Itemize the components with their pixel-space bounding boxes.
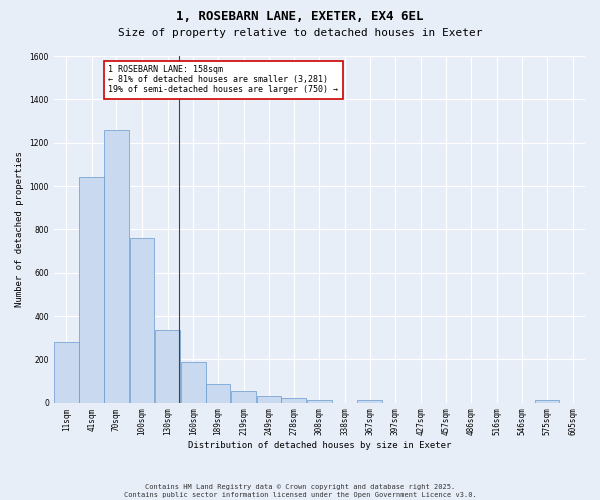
Bar [535, 400, 559, 403]
Bar [307, 400, 332, 403]
Bar [155, 330, 180, 403]
Bar [206, 384, 230, 403]
Text: Contains HM Land Registry data © Crown copyright and database right 2025.
Contai: Contains HM Land Registry data © Crown c… [124, 484, 476, 498]
Bar [257, 396, 281, 403]
Text: Size of property relative to detached houses in Exeter: Size of property relative to detached ho… [118, 28, 482, 38]
Y-axis label: Number of detached properties: Number of detached properties [15, 152, 24, 308]
Bar [130, 238, 154, 403]
Text: 1 ROSEBARN LANE: 158sqm
← 81% of detached houses are smaller (3,281)
19% of semi: 1 ROSEBARN LANE: 158sqm ← 81% of detache… [109, 64, 338, 94]
Bar [104, 130, 129, 403]
X-axis label: Distribution of detached houses by size in Exeter: Distribution of detached houses by size … [188, 441, 451, 450]
Bar [358, 400, 382, 403]
Bar [79, 178, 104, 403]
Bar [231, 391, 256, 403]
Bar [181, 362, 206, 403]
Bar [54, 342, 79, 403]
Bar [281, 398, 306, 403]
Text: 1, ROSEBARN LANE, EXETER, EX4 6EL: 1, ROSEBARN LANE, EXETER, EX4 6EL [176, 10, 424, 23]
